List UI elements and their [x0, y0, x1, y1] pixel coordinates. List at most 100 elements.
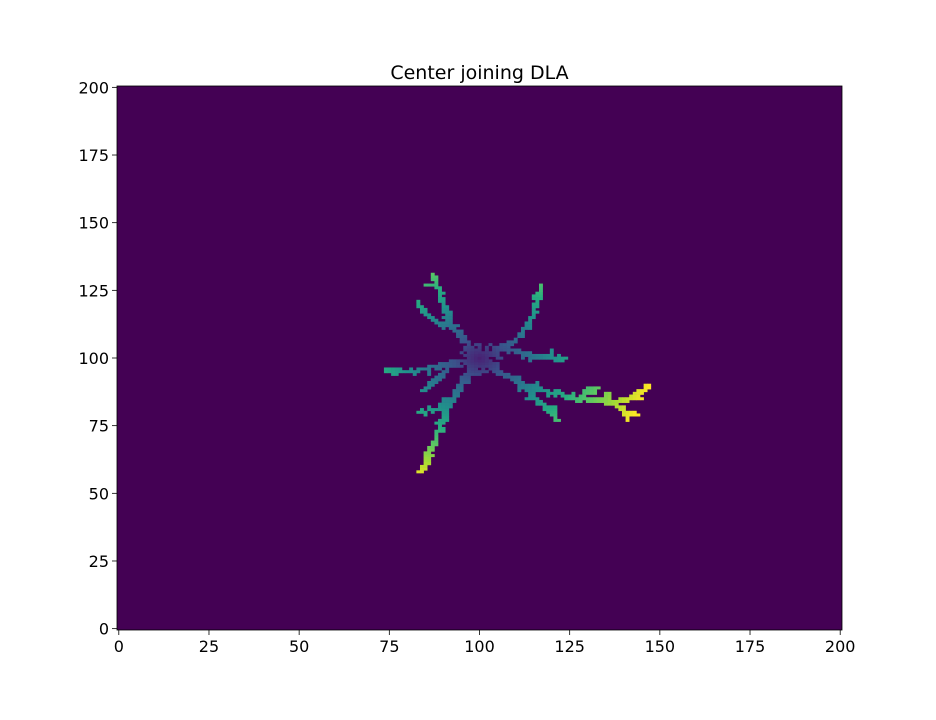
cluster-cell [434, 283, 439, 287]
cluster-cell [510, 375, 515, 379]
cluster-cell [445, 410, 450, 414]
cluster-cell [539, 399, 543, 403]
cluster-cell [445, 313, 450, 317]
cluster-cell [438, 294, 442, 298]
cluster-cell [640, 389, 644, 393]
cluster-cell [445, 418, 450, 422]
cluster-cell [466, 381, 471, 385]
cluster-cell [438, 378, 442, 382]
cluster-cell [643, 389, 648, 393]
cluster-cell [553, 359, 558, 363]
cluster-cell [495, 372, 500, 376]
cluster-cell [394, 367, 399, 371]
cluster-cell [459, 351, 464, 355]
cluster-cell [510, 343, 515, 347]
cluster-cell [477, 362, 482, 366]
cluster-cell [474, 343, 478, 347]
cluster-cell [456, 383, 460, 387]
cluster-cell [531, 397, 536, 401]
cluster-cell [423, 283, 428, 287]
cluster-cell [542, 402, 547, 406]
cluster-cell [441, 410, 446, 414]
cluster-cell [531, 294, 536, 298]
cluster-cell [517, 378, 522, 382]
cluster-cell [520, 329, 525, 333]
cluster-cell [423, 456, 428, 460]
cluster-cell [492, 348, 497, 352]
cluster-cell [564, 397, 569, 401]
cluster-cell [441, 324, 446, 328]
cluster-cell [419, 305, 424, 309]
cluster-cell [419, 307, 424, 311]
cluster-cell [506, 348, 511, 352]
cluster-cell [513, 378, 518, 382]
cluster-cell [445, 408, 450, 412]
cluster-cell [456, 394, 460, 398]
cluster-cell [463, 362, 468, 366]
cluster-cell [520, 353, 525, 357]
cluster-cell [427, 462, 432, 466]
cluster-cell [484, 345, 489, 349]
cluster-cell [603, 391, 608, 395]
cluster-cell [409, 370, 414, 374]
cluster-cell [567, 397, 572, 401]
cluster-cell [510, 378, 515, 382]
cluster-cell [419, 389, 424, 393]
cluster-cell [438, 367, 442, 371]
cluster-cell [629, 410, 634, 414]
cluster-cell [510, 340, 515, 344]
cluster-cell [546, 353, 551, 357]
cluster-cell [434, 437, 439, 441]
cluster-cell [621, 399, 626, 403]
cluster-cell [553, 394, 558, 398]
cluster-cell [452, 326, 457, 330]
cluster-cell [621, 413, 626, 417]
cluster-cell [456, 324, 460, 328]
cluster-cell [448, 318, 453, 322]
cluster-cell [495, 362, 500, 366]
cluster-cell [434, 435, 439, 439]
cluster-cell [434, 318, 439, 322]
cluster-cell [528, 394, 533, 398]
cluster-cell [470, 362, 475, 366]
cluster-cell [463, 337, 468, 341]
cluster-cell [557, 353, 561, 357]
cluster-cell [531, 394, 536, 398]
cluster-cell [589, 399, 594, 403]
x-tick-label: 125 [554, 637, 585, 656]
cluster-cell [441, 416, 446, 420]
cluster-cell [463, 381, 468, 385]
cluster-cell [427, 386, 432, 390]
cluster-cell [423, 367, 428, 371]
cluster-cell [524, 324, 529, 328]
cluster-cell [495, 353, 500, 357]
cluster-cell [625, 399, 630, 403]
cluster-cell [585, 399, 590, 403]
cluster-cell [528, 316, 533, 320]
cluster-cell [571, 397, 576, 401]
cluster-cell [517, 348, 522, 352]
cluster-cell [430, 410, 435, 414]
cluster-cell [434, 408, 439, 412]
cluster-cell [463, 378, 468, 382]
cluster-cell [466, 372, 471, 376]
cluster-cell [474, 359, 478, 363]
cluster-cell [549, 356, 554, 360]
cluster-cell [423, 410, 428, 414]
cluster-cell [528, 356, 533, 360]
cluster-cell [488, 343, 493, 347]
cluster-cell [409, 367, 414, 371]
x-tick-label: 175 [735, 637, 766, 656]
cluster-cell [542, 408, 547, 412]
cluster-cell [625, 416, 630, 420]
cluster-cell [553, 389, 558, 393]
cluster-cell [448, 313, 453, 317]
x-tick-label: 150 [645, 637, 676, 656]
cluster-cell [553, 405, 558, 409]
cluster-cell [445, 310, 450, 314]
cluster-cell [434, 275, 439, 279]
cluster-cell [632, 394, 637, 398]
cluster-cell [520, 356, 525, 360]
cluster-cell [477, 359, 482, 363]
cluster-cell [596, 397, 601, 401]
